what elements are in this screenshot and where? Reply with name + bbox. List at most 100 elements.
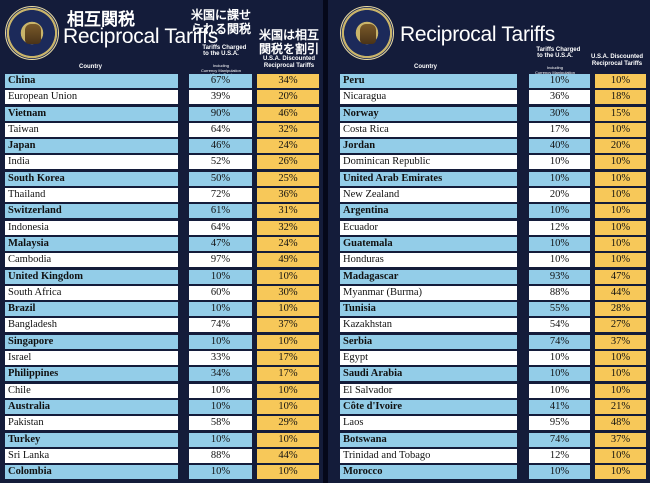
table-row: Malaysia 47% 24% bbox=[5, 236, 319, 252]
tariff-charged: 12% bbox=[529, 220, 590, 235]
country-name: Turkey bbox=[5, 432, 178, 447]
tariff-discounted: 10% bbox=[257, 302, 319, 317]
table-row: Colombia 10% 10% bbox=[5, 464, 319, 480]
tariff-discounted: 20% bbox=[595, 139, 646, 154]
country-name: Peru bbox=[340, 74, 517, 88]
tariff-discounted: 10% bbox=[595, 74, 646, 88]
tariff-discounted: 17% bbox=[257, 351, 319, 366]
country-name: Switzerland bbox=[5, 204, 178, 219]
header-discounted-jp: 米国は相互 関税を割引 bbox=[258, 28, 319, 56]
header-discounted-en: U.S.A. Discounted Reciprocal Tariffs bbox=[262, 56, 315, 69]
country-name: El Salvador bbox=[340, 383, 517, 398]
tariff-discounted: 10% bbox=[595, 465, 646, 480]
tariff-discounted: 10% bbox=[257, 432, 319, 447]
tariff-charged: 46% bbox=[189, 139, 252, 154]
tariff-discounted: 10% bbox=[257, 269, 319, 284]
tariff-discounted: 10% bbox=[257, 465, 319, 480]
presidential-seal-icon bbox=[5, 6, 59, 60]
country-name: Serbia bbox=[340, 334, 517, 349]
tariff-charged: 41% bbox=[529, 399, 590, 414]
tariff-charged: 88% bbox=[529, 285, 590, 300]
tariff-discounted: 24% bbox=[257, 139, 319, 154]
country-name: Côte d'Ivoire bbox=[340, 399, 517, 414]
tariff-discounted: 27% bbox=[595, 318, 646, 333]
table-row: Kazakhstan 54% 27% bbox=[340, 317, 646, 333]
table-row: Morocco 10% 10% bbox=[340, 464, 646, 480]
country-name: New Zealand bbox=[340, 188, 517, 203]
tariff-charged: 93% bbox=[529, 269, 590, 284]
country-name: Israel bbox=[5, 351, 178, 366]
table-row: Madagascar 93% 47% bbox=[340, 269, 646, 285]
tariff-charged: 67% bbox=[189, 74, 252, 88]
tariff-discounted: 10% bbox=[595, 171, 646, 186]
tariff-discounted: 31% bbox=[257, 204, 319, 219]
country-name: South Africa bbox=[5, 285, 178, 300]
tariff-discounted: 46% bbox=[257, 106, 319, 121]
country-name: South Korea bbox=[5, 171, 178, 186]
tariff-charged: 74% bbox=[529, 334, 590, 349]
country-name: Laos bbox=[340, 416, 517, 431]
tariff-charged: 10% bbox=[529, 204, 590, 219]
table-row: Sri Lanka 88% 44% bbox=[5, 448, 319, 464]
country-name: Saudi Arabia bbox=[340, 367, 517, 382]
table-row: Trinidad and Tobago 12% 10% bbox=[340, 448, 646, 464]
country-name: Egypt bbox=[340, 351, 517, 366]
tariff-charged: 10% bbox=[529, 171, 590, 186]
table-row: Brazil 10% 10% bbox=[5, 301, 319, 317]
country-name: Pakistan bbox=[5, 416, 178, 431]
tariff-charged: 10% bbox=[189, 399, 252, 414]
header-country: Country bbox=[79, 64, 102, 70]
country-name: United Arab Emirates bbox=[340, 171, 517, 186]
table-row: India 52% 26% bbox=[5, 154, 319, 170]
tariff-charged: 47% bbox=[189, 236, 252, 251]
header-discounted-en-right: U.S.A. Discounted Reciprocal Tariffs bbox=[590, 54, 643, 67]
country-name: Morocco bbox=[340, 465, 517, 480]
tariff-charged: 39% bbox=[189, 90, 252, 105]
tariff-discounted: 29% bbox=[257, 416, 319, 431]
tariff-charged: 40% bbox=[529, 139, 590, 154]
country-name: Norway bbox=[340, 106, 517, 121]
table-row: Israel 33% 17% bbox=[5, 350, 319, 366]
tariff-charged: 12% bbox=[529, 448, 590, 463]
tariff-discounted: 10% bbox=[595, 236, 646, 251]
table-row: Turkey 10% 10% bbox=[5, 432, 319, 448]
table-row: Côte d'Ivoire 41% 21% bbox=[340, 399, 646, 415]
tariff-charged: 95% bbox=[529, 416, 590, 431]
tariff-charged: 50% bbox=[189, 171, 252, 186]
tariff-discounted: 10% bbox=[595, 220, 646, 235]
tariff-charged: 58% bbox=[189, 416, 252, 431]
tariff-charged: 90% bbox=[189, 106, 252, 121]
right-panel: Reciprocal Tariffs Tariffs Charged to th… bbox=[328, 0, 650, 483]
country-name: Tunisia bbox=[340, 302, 517, 317]
tariff-discounted: 10% bbox=[595, 383, 646, 398]
table-row: Japan 46% 24% bbox=[5, 138, 319, 154]
title-japanese: 相互関税 bbox=[67, 10, 135, 29]
tariff-charged: 10% bbox=[529, 383, 590, 398]
table-row: Bangladesh 74% 37% bbox=[5, 317, 319, 333]
country-name: Argentina bbox=[340, 204, 517, 219]
country-name: Trinidad and Tobago bbox=[340, 448, 517, 463]
table-row: Australia 10% 10% bbox=[5, 399, 319, 415]
country-name: Indonesia bbox=[5, 220, 178, 235]
table-row: Peru 10% 10% bbox=[340, 73, 646, 89]
table-row: United Kingdom 10% 10% bbox=[5, 269, 319, 285]
country-name: Taiwan bbox=[5, 122, 178, 137]
country-name: Madagascar bbox=[340, 269, 517, 284]
table-row: Botswana 74% 37% bbox=[340, 432, 646, 448]
tariff-charged: 10% bbox=[189, 383, 252, 398]
left-panel: 相互関税 Reciprocal Tariffs 米国に課せ られる関税 Tari… bbox=[0, 0, 323, 483]
tariff-discounted: 10% bbox=[595, 351, 646, 366]
tariff-charged: 30% bbox=[529, 106, 590, 121]
table-row: Norway 30% 15% bbox=[340, 106, 646, 122]
country-name: Honduras bbox=[340, 253, 517, 268]
tariff-charged: 10% bbox=[529, 465, 590, 480]
table-row: Guatemala 10% 10% bbox=[340, 236, 646, 252]
table-row: Nicaragua 36% 18% bbox=[340, 89, 646, 105]
tariff-charged: 55% bbox=[529, 302, 590, 317]
center-divider bbox=[323, 0, 328, 483]
table-row: El Salvador 10% 10% bbox=[340, 383, 646, 399]
tariff-charged: 74% bbox=[529, 432, 590, 447]
table-row: Taiwan 64% 32% bbox=[5, 122, 319, 138]
country-name: Brazil bbox=[5, 302, 178, 317]
tariff-discounted: 10% bbox=[595, 188, 646, 203]
